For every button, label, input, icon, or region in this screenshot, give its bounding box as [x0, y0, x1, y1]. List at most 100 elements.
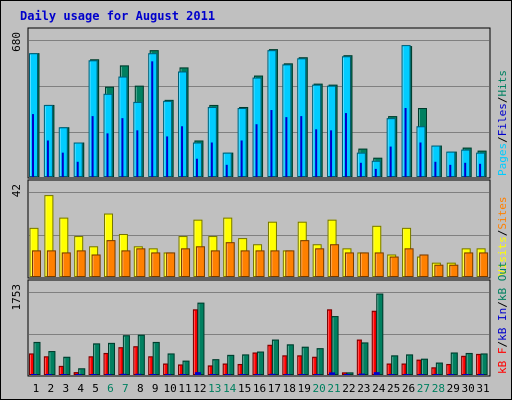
bar-sites-edge [32, 250, 41, 277]
bar-kb-out-fill [346, 372, 354, 375]
bar-kb-out-fill [406, 354, 414, 375]
x-tick-label: 6 [107, 382, 114, 395]
bar-kb-out-fill [48, 351, 56, 375]
bar-sites-fill [195, 246, 205, 277]
bar-kb-in [343, 374, 350, 375]
day-27-bars [416, 108, 427, 178]
bar-files [106, 133, 109, 177]
x-tick-label: 11 [178, 382, 191, 395]
bar-kb-f-fill [222, 363, 228, 375]
day-17-bars [267, 221, 280, 277]
bar-kb-in [209, 374, 216, 375]
bar-sites [374, 252, 384, 278]
x-tick-label: 27 [417, 382, 430, 395]
bar-sites-fill [330, 244, 340, 277]
bar-files [76, 161, 79, 177]
bar-pages-fill [207, 106, 217, 177]
bar-sites-fill [61, 252, 71, 277]
bar-sites-edge [91, 254, 101, 278]
bar-kb-in [135, 373, 142, 375]
day-10-bars [163, 99, 174, 177]
bar-sites-fill [121, 250, 131, 277]
bar-kb-f-fill [327, 309, 333, 375]
bar-kb-in [329, 372, 336, 375]
bar-kb-in [418, 374, 425, 375]
bar-kb-f-fill [73, 372, 79, 375]
bar-kb-in [224, 374, 231, 375]
legend-files: Files [496, 103, 509, 136]
bar-kb-out-fill [63, 356, 71, 375]
bar-sites-fill [374, 252, 384, 277]
bar-sites [389, 256, 399, 277]
bar-kb-out [376, 293, 384, 375]
day-13-bars [208, 236, 220, 278]
legend-sites: Sites [496, 197, 509, 230]
bar-kb-out [108, 342, 116, 376]
day-30-bars [461, 248, 474, 278]
bar-kb-f-fill [476, 353, 482, 375]
bar-kb-f-fill [58, 365, 64, 375]
bar-kb-out [227, 354, 235, 376]
bar-kb-out [152, 341, 160, 375]
bar-kb-out-fill [331, 316, 339, 375]
day-1-bars [29, 53, 40, 178]
day-28-bars [431, 262, 444, 278]
bar-files [449, 164, 452, 177]
bar-kb-f-fill [356, 339, 362, 375]
bar-sites-fill [46, 250, 56, 277]
bar-pages-fill [431, 145, 441, 177]
bar-files [464, 162, 467, 177]
bar-kb-f-fill [29, 353, 34, 375]
panel-hits-legend: Pages/Files/Hits [496, 70, 509, 176]
bar-files [195, 158, 198, 177]
bar-files [61, 152, 64, 177]
day-3-bars [58, 356, 71, 376]
day-3-bars [59, 217, 71, 278]
bar-kb-out [480, 353, 488, 375]
bar-sites-edge [76, 250, 86, 277]
day-23-bars [357, 252, 369, 278]
bar-kb-f [297, 355, 303, 375]
day-15-bars [237, 106, 249, 177]
bar-sites-edge [389, 256, 399, 277]
bar-sites [300, 240, 310, 277]
bar-sites-edge [359, 252, 369, 278]
bar-kb-out [435, 362, 443, 375]
bar-kb-out-fill [286, 344, 294, 375]
day-2-bars [44, 195, 56, 278]
day-7-bars [118, 234, 131, 277]
day-8-bars [133, 334, 145, 376]
day-12-bars [192, 302, 205, 376]
x-tick-label: 10 [163, 382, 176, 395]
bar-sites [240, 250, 250, 277]
bar-kb-out [242, 354, 250, 376]
bar-kb-f-fill [282, 355, 288, 375]
x-tick-label: 4 [77, 382, 84, 395]
day-18-bars [282, 250, 295, 277]
x-tick-label: 25 [387, 382, 400, 395]
bar-sites-fill [449, 264, 459, 277]
bar-sites-edge [344, 252, 354, 278]
day-10-bars [163, 353, 175, 376]
bar-kb-f [312, 356, 318, 376]
bar-kb-f-fill [341, 372, 347, 375]
bar-kb-out-fill [182, 360, 190, 375]
bar-kb-in [239, 374, 246, 375]
bar-kb-in [284, 374, 291, 375]
bar-sites-edge [285, 250, 295, 277]
bar-sites [315, 248, 325, 277]
legend-separator: / [496, 230, 509, 237]
x-tick-label: 16 [253, 382, 266, 395]
bar-sites-edge [300, 240, 310, 277]
bar-kb-f-fill [133, 346, 139, 375]
bar-kb-out [271, 339, 279, 376]
bar-kb-out [33, 341, 41, 375]
bar-kb-f-fill [297, 355, 303, 375]
bar-kb-out [406, 354, 414, 376]
day-26-bars [401, 45, 413, 178]
day-18-bars [282, 344, 294, 376]
bar-kb-out [465, 352, 473, 376]
bar-sites [195, 246, 205, 278]
bar-kb-in [90, 374, 97, 375]
bar-kb-out-fill [420, 358, 428, 375]
